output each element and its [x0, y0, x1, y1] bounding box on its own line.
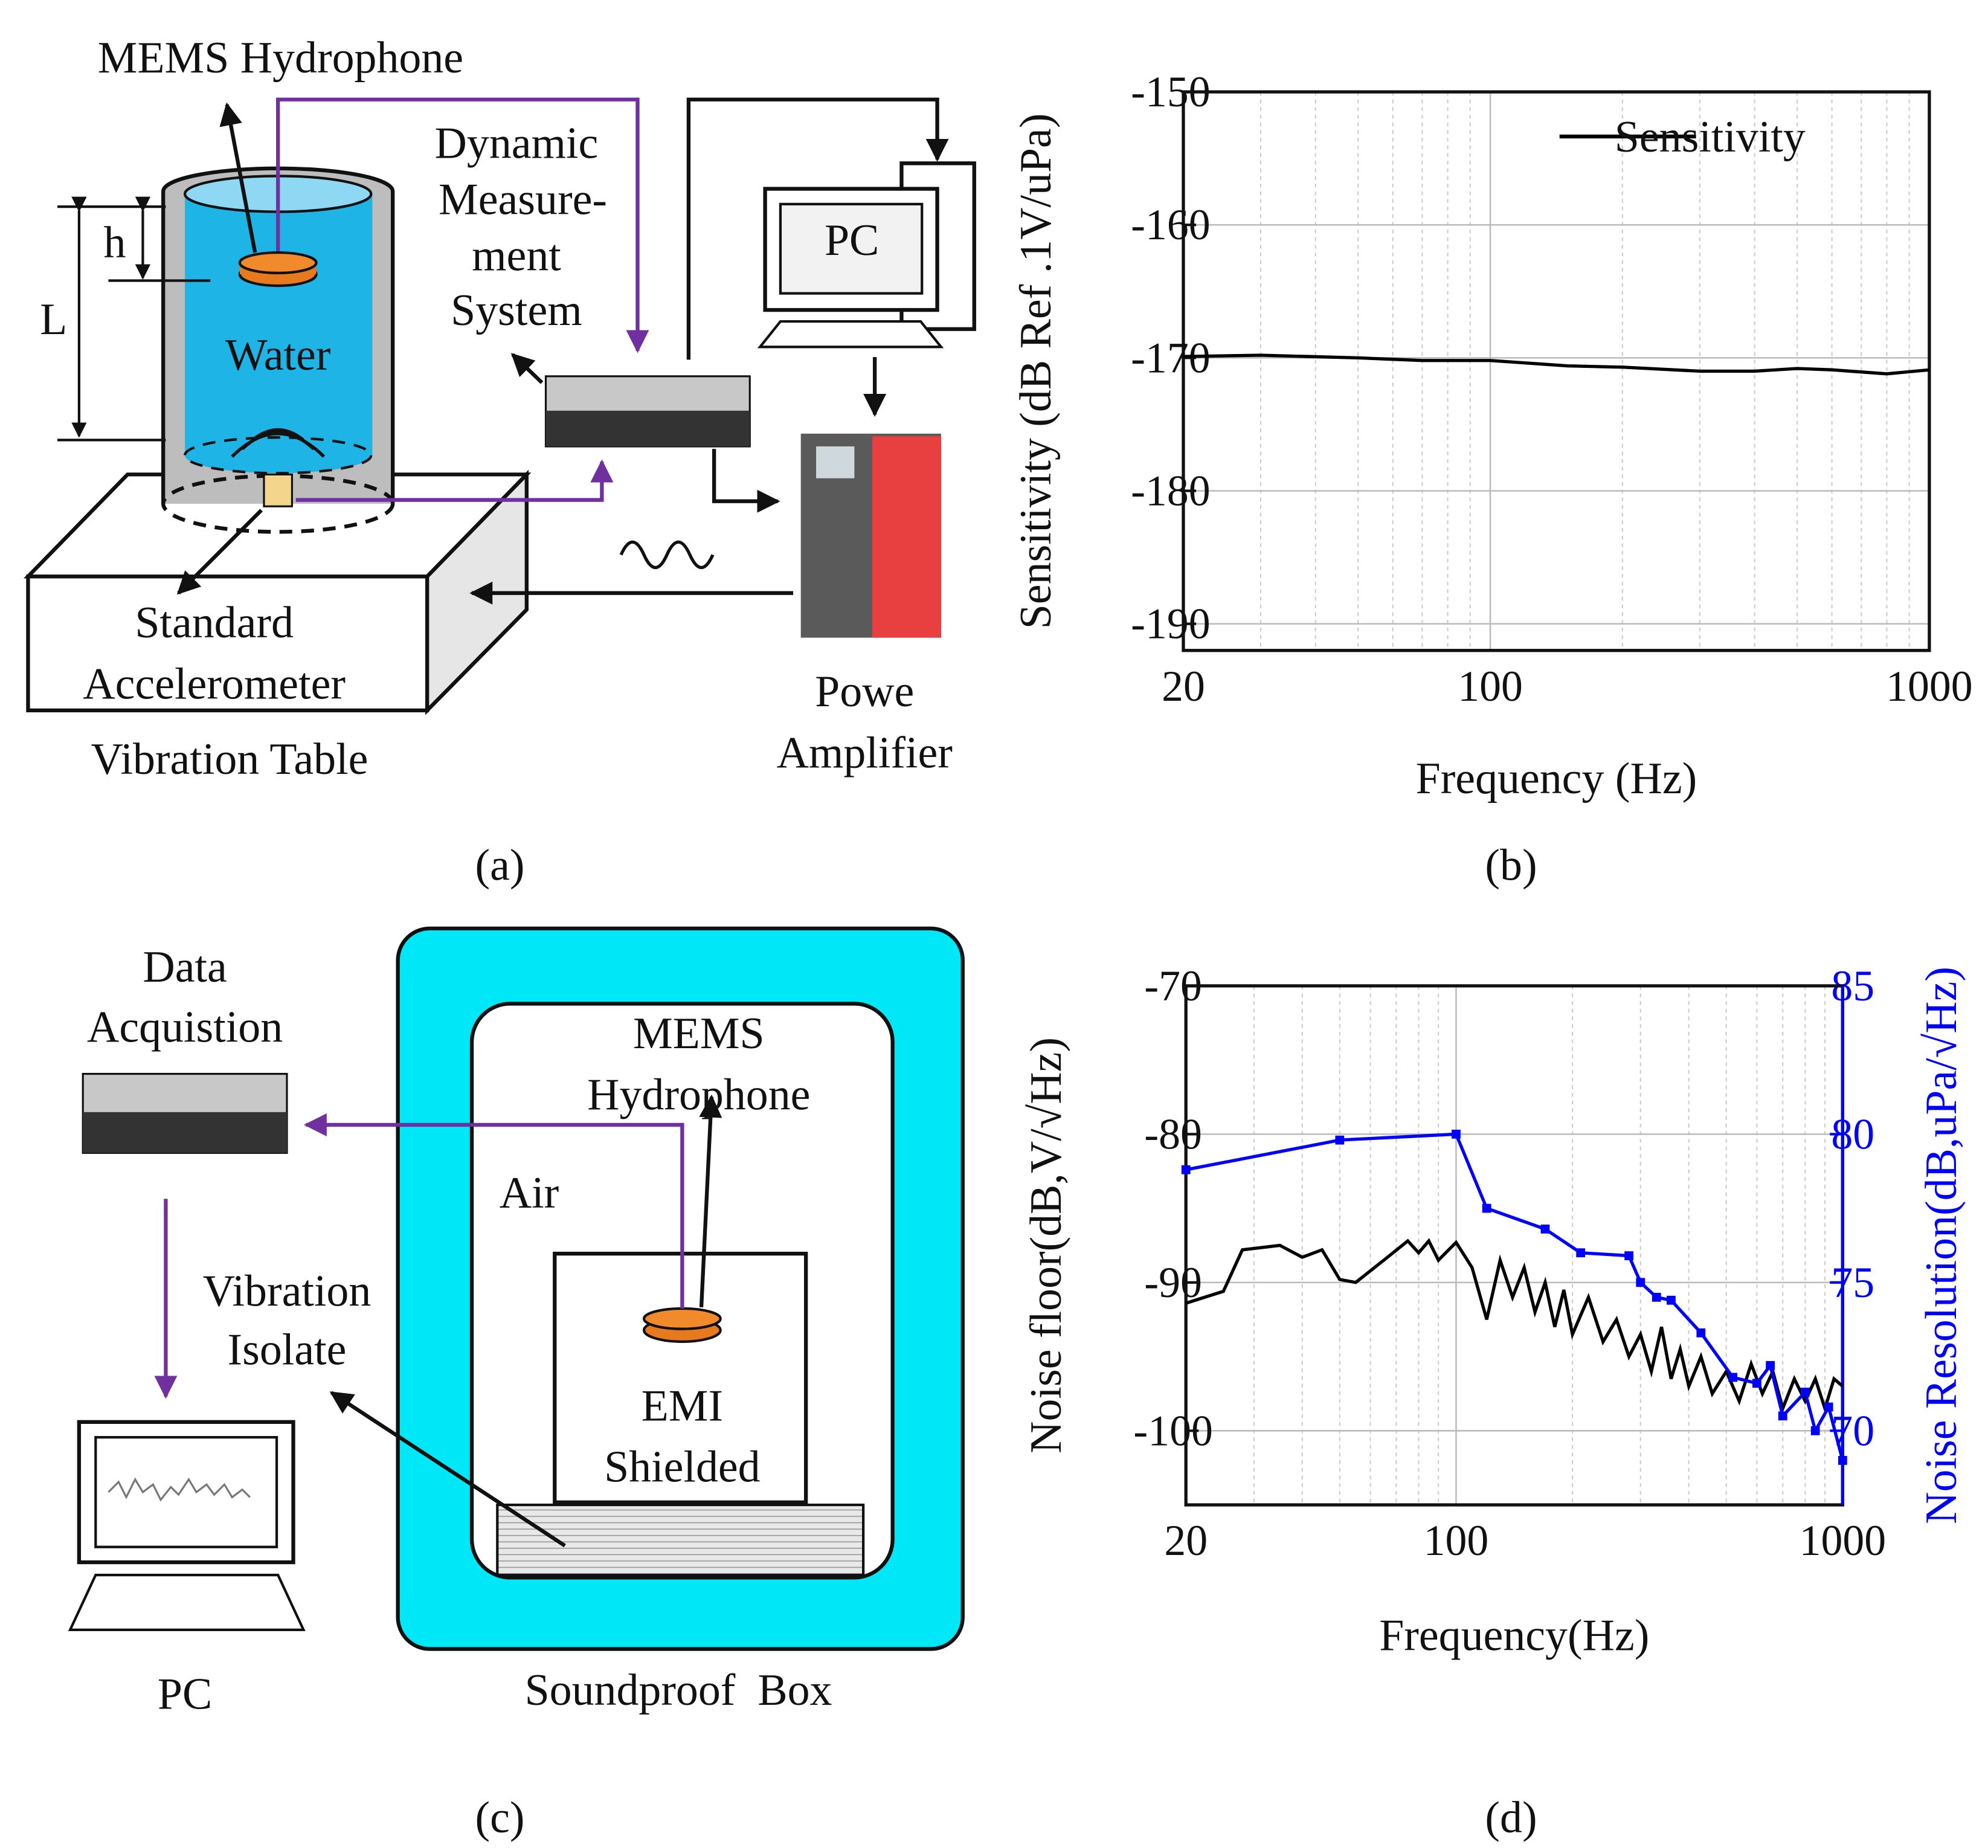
diagram-a: [23, 97, 976, 715]
y2-tick-label: 75: [1831, 1258, 1874, 1307]
label: Accelerometer: [83, 659, 346, 709]
x-axis-label: Frequency(Hz): [1379, 1610, 1649, 1660]
label: Shielded: [604, 1442, 761, 1492]
y-axis-label: Noise floor(dB,V/√Hz): [1021, 1037, 1070, 1454]
series-line: [1185, 1238, 1844, 1414]
y-tick-label: -190: [1131, 600, 1211, 648]
label: System: [451, 285, 582, 335]
label: Measure-: [439, 174, 607, 224]
label: Isolate: [228, 1325, 347, 1374]
marker: [1824, 1402, 1833, 1412]
marker: [1696, 1328, 1706, 1338]
marker: [1800, 1388, 1810, 1397]
y2-tick-label: 80: [1831, 1110, 1874, 1158]
label: Soundproof Box: [525, 1665, 832, 1714]
plot-frame: [1182, 90, 1931, 652]
marker: [1452, 1129, 1461, 1139]
x-tick-label: 100: [1458, 662, 1523, 710]
x-tick-label: 100: [1424, 1516, 1489, 1565]
y-tick-label: -180: [1131, 467, 1211, 515]
label: Standard: [135, 597, 294, 647]
label: MEMS: [633, 1008, 765, 1058]
y-axis-label: Sensitivity (dB Ref .1V/uPa): [1011, 114, 1060, 629]
label: PC: [825, 215, 879, 265]
label: Vibration: [203, 1266, 372, 1315]
diagram-texts: MEMS Hydrophone h L Water Dynamic Measur…: [40, 33, 953, 1842]
marker: [1752, 1379, 1761, 1388]
label: PC: [158, 1669, 212, 1718]
x-tick-label: 1000: [1800, 1516, 1887, 1565]
panel-label: (a): [475, 840, 524, 889]
legend-label: Sensitivity: [1615, 112, 1806, 161]
marker: [1181, 1165, 1191, 1174]
marker: [1652, 1292, 1661, 1302]
label: ment: [472, 230, 561, 280]
y-tick-label: -160: [1131, 201, 1211, 249]
y-tick-label: -80: [1144, 1110, 1202, 1158]
label: Vibration Table: [91, 734, 368, 784]
label: Water: [225, 330, 331, 379]
marker: [1482, 1203, 1491, 1213]
plot-frame: [1184, 984, 1844, 1507]
marker: [1576, 1248, 1586, 1258]
marker: [1810, 1426, 1820, 1435]
marker: [1667, 1295, 1676, 1305]
marker: [1335, 1135, 1345, 1145]
panel-label: (d): [1485, 1792, 1537, 1842]
label: Powe: [815, 666, 914, 716]
label: Amplifier: [777, 728, 953, 778]
label: Air: [500, 1168, 559, 1217]
marker: [1636, 1278, 1645, 1287]
panel-label: (b): [1485, 840, 1537, 889]
marker: [1838, 1456, 1847, 1465]
label: Acquistion: [87, 1002, 283, 1051]
label: MEMS Hydrophone: [98, 33, 463, 82]
marker: [1766, 1360, 1775, 1370]
label: Data: [143, 942, 227, 991]
x-tick-label: 20: [1164, 1516, 1208, 1565]
y-tick-label: -100: [1133, 1406, 1213, 1455]
marker: [1728, 1373, 1738, 1382]
x-tick-label: 1000: [1886, 662, 1973, 710]
label: L: [40, 294, 67, 344]
marker: [1624, 1251, 1633, 1261]
y2-axis-label: Noise Resolution(dB,uPa/√Hz): [1916, 967, 1966, 1524]
y-tick-label: -90: [1144, 1258, 1202, 1307]
marker: [1540, 1225, 1550, 1234]
x-tick-label: 20: [1162, 662, 1205, 710]
x-axis-label: Frequency (Hz): [1416, 753, 1697, 803]
marker: [1778, 1411, 1787, 1421]
panel-label: (c): [475, 1792, 524, 1842]
series-line: [1183, 353, 1930, 376]
diagram-c: [68, 926, 965, 1651]
label: Dynamic: [435, 118, 599, 168]
label: h: [104, 217, 126, 267]
label: Hydrophone: [587, 1069, 810, 1119]
label: EMI: [642, 1380, 723, 1430]
